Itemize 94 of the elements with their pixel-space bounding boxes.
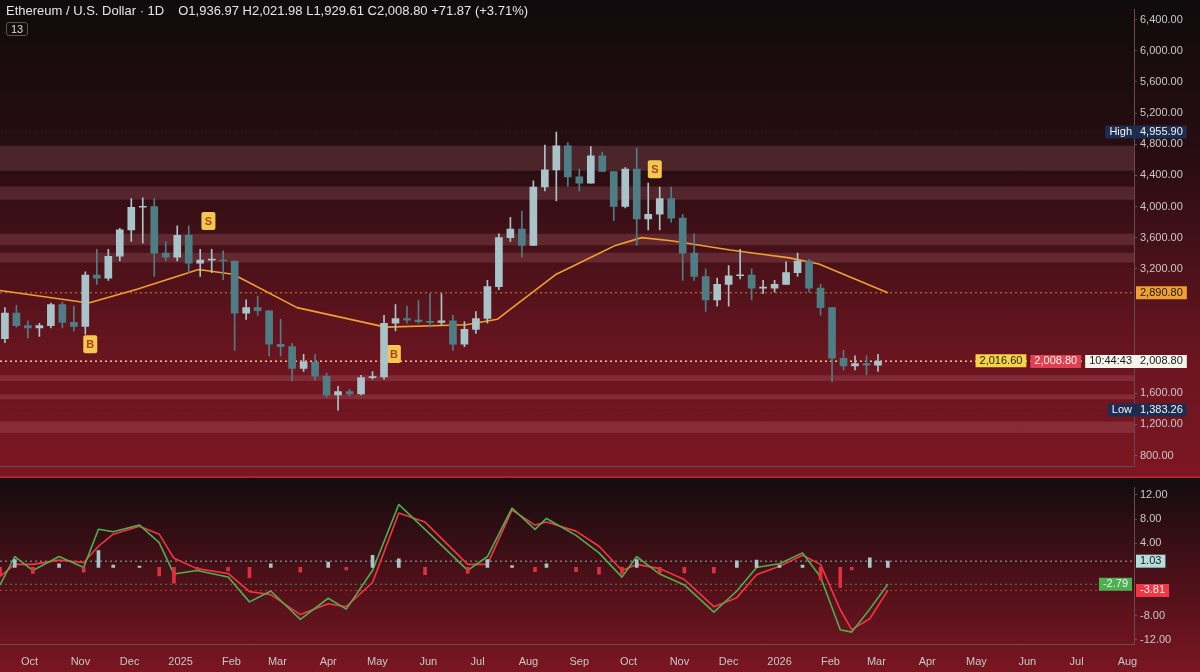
bar — [157, 567, 162, 577]
y-tick-label: 4,400.00 — [1140, 168, 1183, 181]
x-tick-label: Aug — [1117, 655, 1138, 668]
bar — [533, 567, 537, 572]
y-tick-label: 5,200.00 — [1140, 106, 1183, 119]
bar — [111, 564, 116, 568]
annotation: S — [651, 163, 659, 176]
bar — [81, 567, 86, 573]
x-tick-label: Jul — [470, 655, 485, 668]
candlestick — [207, 248, 216, 273]
y-tick-label: 4.00 — [1140, 536, 1162, 549]
bar — [195, 567, 199, 570]
x-tick-label: 2025 — [168, 655, 193, 668]
x-tick-label: Nov — [70, 655, 91, 668]
chart-subtitle: O1,936.97 H2,021.98 L1,929.61 C2,008.80 +71.87 (+3.71%) — [178, 3, 529, 18]
y-tick-label: -8.00 — [1140, 608, 1166, 621]
bar — [597, 567, 601, 575]
x-tick-label: Mar — [866, 655, 887, 668]
x-tick-label: Sep — [569, 655, 590, 668]
bar — [326, 561, 331, 568]
y-tick-label: 8.00 — [1140, 512, 1162, 525]
candlestick — [759, 280, 767, 294]
x-tick-label: Feb — [820, 655, 840, 668]
x-tick-label: Jun — [1018, 655, 1037, 668]
x-tick-label: Oct — [619, 655, 638, 668]
y-tick-label: 3,200.00 — [1140, 261, 1183, 274]
bar — [849, 567, 854, 571]
x-tick-label: Mar — [267, 655, 288, 668]
bar — [226, 567, 230, 572]
ref-line-label: 1.03 — [1140, 554, 1162, 567]
y-tick-label: 3,600.00 — [1140, 230, 1183, 243]
bar — [30, 567, 35, 574]
y-tick-label: 6,400.00 — [1140, 12, 1183, 25]
bar — [544, 563, 549, 568]
candlestick — [736, 248, 744, 280]
bar — [344, 567, 349, 571]
bar — [510, 565, 514, 568]
bar — [268, 563, 273, 568]
x-tick-label: Dec — [718, 655, 739, 668]
ref-line-label: 2,008.80 — [1140, 354, 1183, 367]
ref-line-label: -2.79 — [1102, 577, 1129, 590]
bar — [886, 560, 890, 568]
bar — [57, 563, 61, 568]
bar — [620, 567, 624, 575]
chart-title: Ethereum / U.S. Dollar · 1D — [6, 3, 165, 18]
x-tick-label: Dec — [119, 655, 140, 668]
annotation: B — [86, 338, 95, 351]
y-tick-label: 4,800.00 — [1140, 137, 1183, 150]
candlestick — [426, 293, 434, 328]
annotation: 13 — [6, 22, 29, 36]
ref-line-label: 2,890.80 — [1140, 285, 1183, 298]
ref-line-label: 2,016.60 — [979, 353, 1023, 366]
x-tick-label: May — [966, 655, 988, 668]
bar — [12, 559, 17, 568]
candlestick — [138, 197, 147, 244]
annotation: S — [204, 215, 213, 228]
y-tick-label: 4,000.00 — [1140, 199, 1183, 212]
x-tick-label: Aug — [518, 655, 539, 668]
ref-line-label: -3.81 — [1140, 583, 1166, 596]
y-tick-label: -12.00 — [1140, 632, 1172, 645]
bar — [838, 567, 843, 588]
y-tick-label: 5,600.00 — [1140, 75, 1183, 87]
bar — [735, 560, 739, 568]
bar — [657, 567, 662, 574]
annotation: 10:44:43 — [1089, 354, 1133, 367]
ref-line-label: 1,383.26 — [1140, 403, 1183, 416]
annotation: Low — [1111, 403, 1133, 416]
y-tick-label: 6,000.00 — [1140, 43, 1183, 56]
bar — [634, 559, 639, 568]
ref-line-label: 4,955.90 — [1140, 125, 1183, 138]
x-tick-label: Apr — [319, 655, 338, 668]
x-tick-label: May — [367, 655, 389, 668]
x-tick-label: Nov — [669, 655, 690, 668]
bar — [396, 558, 401, 568]
annotation: High — [1109, 125, 1132, 138]
x-tick-label: Feb — [221, 655, 241, 668]
x-tick-label: Oct — [20, 655, 39, 668]
ref-line-label: 2,008.80 — [1034, 354, 1078, 367]
bar — [465, 567, 470, 574]
y-tick-label: 12.00 — [1140, 487, 1168, 500]
x-tick-label: 2026 — [767, 655, 792, 668]
bar — [712, 567, 716, 574]
y-tick-label: 1,200.00 — [1140, 417, 1183, 430]
x-tick-label: Jul — [1069, 655, 1084, 668]
x-tick-label: Apr — [918, 655, 937, 668]
bar — [172, 567, 176, 584]
y-tick-label: 1,600.00 — [1140, 386, 1183, 399]
y-tick-label: 800.00 — [1140, 448, 1174, 461]
bar — [298, 567, 303, 573]
x-tick-label: Jun — [419, 655, 438, 668]
annotation: B — [389, 348, 398, 361]
bar — [423, 567, 427, 575]
bar — [574, 567, 578, 572]
bar — [867, 557, 872, 568]
